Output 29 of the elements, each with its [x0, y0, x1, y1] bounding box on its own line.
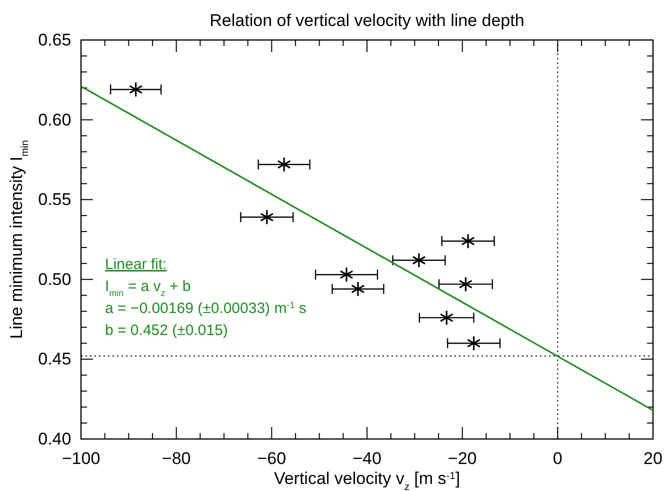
- x-tick-label: −100: [62, 449, 100, 468]
- point: [351, 281, 365, 297]
- annotation: b = 0.452 (±0.015): [105, 322, 228, 339]
- point: [466, 335, 481, 352]
- point: [277, 156, 291, 172]
- y-tick-label: 0.55: [38, 190, 72, 210]
- annotation: a = −0.00169 (±0.00033) m$^{-1}$ s: [105, 300, 306, 317]
- y-tick-label: 0.50: [38, 270, 72, 289]
- point: [461, 233, 475, 249]
- annotation: I$_{min}$ = a v$_{z}$ + b: [105, 278, 191, 298]
- x-axis-title: Vertical velocity v$_{z}$ [m s$^{-1}$]: [274, 469, 460, 491]
- point: [412, 252, 426, 268]
- point: [440, 310, 454, 326]
- y-tick-label: 0.40: [38, 429, 72, 448]
- point: [458, 276, 473, 292]
- chart-title: Relation of vertical velocity with line depth: [210, 11, 524, 30]
- x-tick-label: 20: [644, 449, 662, 468]
- point: [340, 266, 354, 282]
- y-tick-label: 0.65: [38, 30, 72, 50]
- x-tick-label: −60: [257, 449, 286, 468]
- x-tick-label: −20: [448, 449, 477, 468]
- point: [260, 209, 274, 225]
- y-tick-label: 0.60: [38, 110, 72, 130]
- x-tick-label: −40: [352, 449, 382, 468]
- y-tick-label: 0.45: [38, 350, 72, 369]
- x-tick-label: −80: [162, 449, 191, 468]
- x-tick-label: 0: [552, 449, 562, 468]
- annotation: Linear fit:: [105, 256, 167, 273]
- point: [128, 82, 143, 98]
